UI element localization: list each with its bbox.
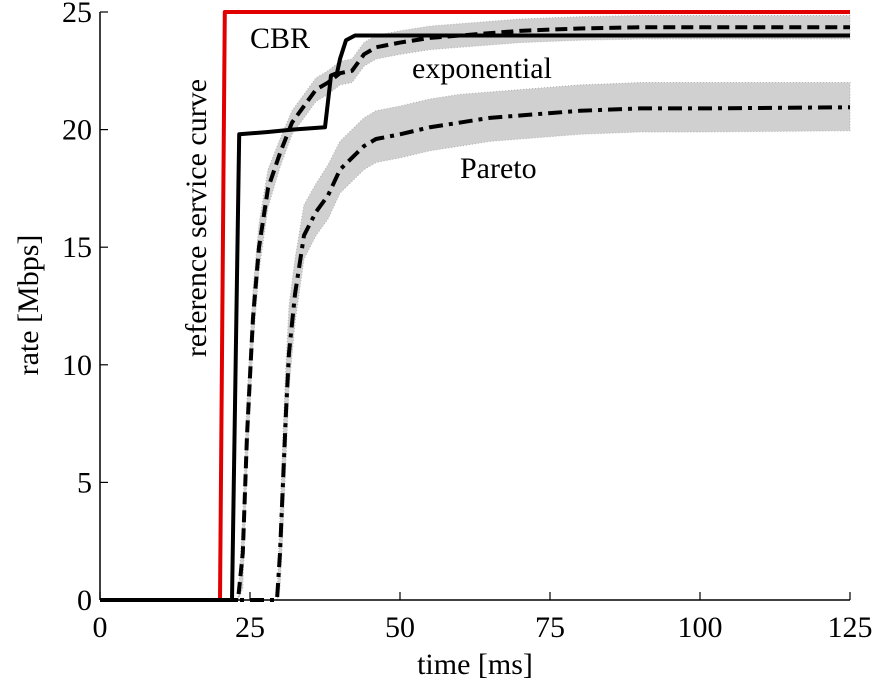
- axes: [99, 11, 851, 601]
- x-tick-label: 50: [385, 611, 415, 644]
- series-exponential: [100, 25, 850, 602]
- x-tick-label: 25: [235, 611, 265, 644]
- x-tick-label: 125: [828, 611, 873, 644]
- y-axis-label: rate [Mbps]: [12, 235, 45, 376]
- annotation-cbr: CBR: [250, 22, 310, 55]
- x-tick-label: 75: [535, 611, 565, 644]
- band-pareto: [276, 82, 851, 601]
- annotation-exponential: exponential: [412, 52, 552, 85]
- series-pareto: [100, 105, 851, 602]
- y-tick-label: 5: [77, 466, 92, 499]
- series-cbr: [100, 33, 850, 602]
- annotation-reference-service-curve: reference service curve: [180, 79, 213, 357]
- tick-labels: 0 25 50 75 100 125 0 5 10 15 20 25: [62, 0, 873, 644]
- y-tick-label: 0: [77, 584, 92, 617]
- y-tick-label: 15: [62, 231, 92, 264]
- x-tick-label: 0: [93, 611, 108, 644]
- x-axis-label: time [ms]: [417, 648, 533, 681]
- x-tick-label: 100: [678, 611, 723, 644]
- y-tick-label: 10: [62, 349, 92, 382]
- y-tick-label: 25: [62, 0, 92, 29]
- y-tick-label: 20: [62, 114, 92, 147]
- annotation-pareto: Pareto: [460, 152, 537, 185]
